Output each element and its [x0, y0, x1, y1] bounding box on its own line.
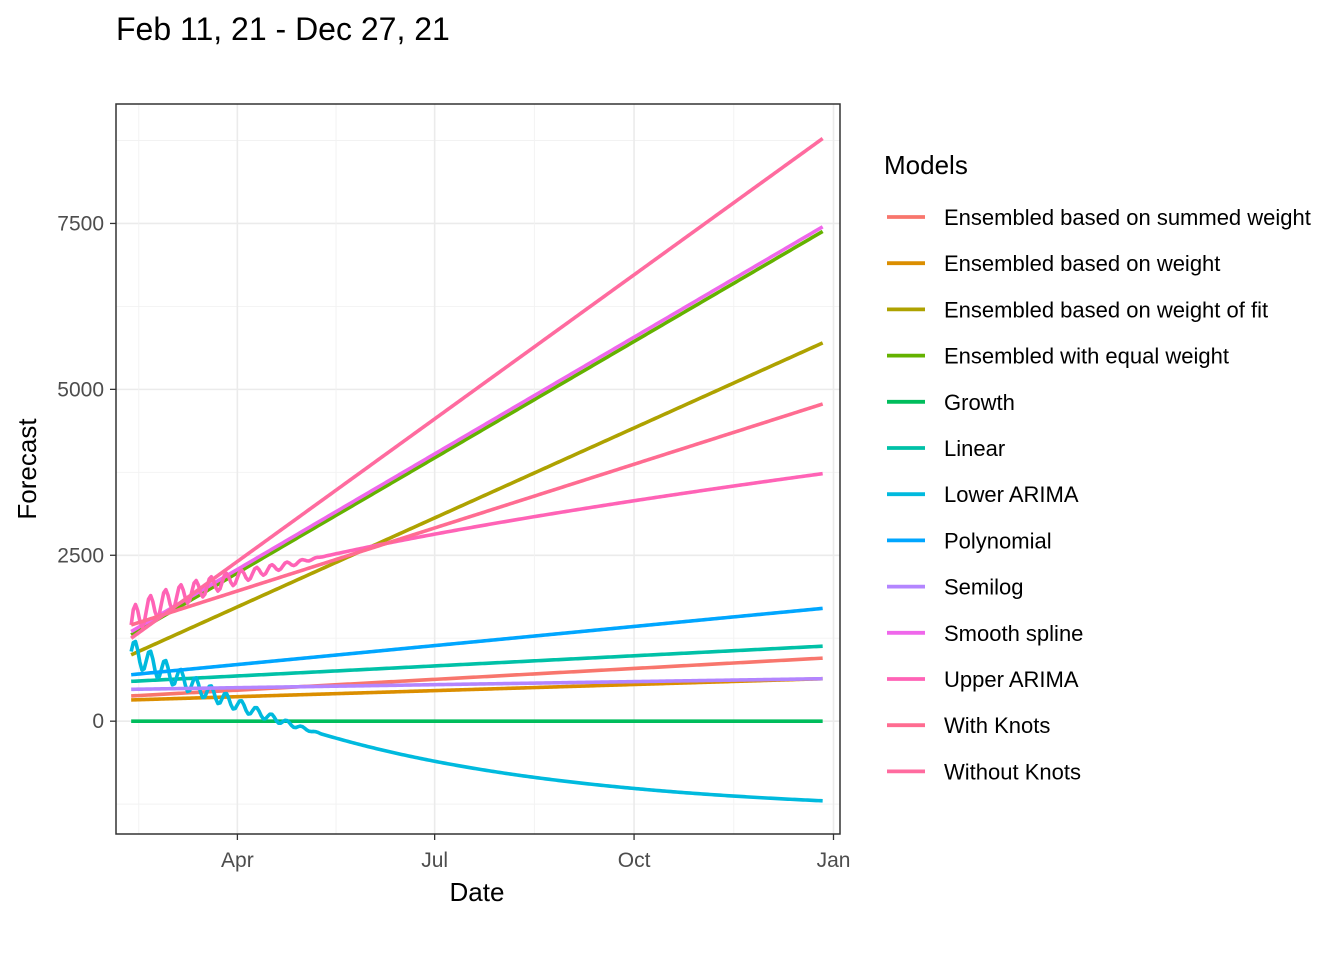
- x-axis-title: Date: [450, 877, 505, 907]
- series-line-3: [130, 229, 824, 637]
- x-tick-label: Jul: [421, 849, 448, 872]
- x-tick-label: Apr: [221, 849, 254, 872]
- legend-label: Smooth spline: [944, 621, 1083, 646]
- series-lines: [129, 137, 824, 803]
- series-line-10: [129, 471, 823, 629]
- legend: Models Ensembled based on summed weight E…: [884, 150, 1311, 784]
- legend-label: Lower ARIMA: [944, 482, 1079, 507]
- series-line-12: [130, 137, 824, 640]
- legend-label: Semilog: [944, 575, 1023, 600]
- legend-label: Without Knots: [944, 759, 1081, 784]
- series-line-5: [131, 644, 823, 684]
- series-line-9: [130, 225, 824, 634]
- plot-panel: [116, 104, 840, 834]
- legend-label: Ensembled with equal weight: [944, 344, 1229, 369]
- chart-title: Feb 11, 21 - Dec 27, 21: [116, 11, 450, 47]
- legend-label: Polynomial: [944, 528, 1052, 553]
- legend-label: Growth: [944, 390, 1015, 415]
- legend-label: Upper ARIMA: [944, 667, 1079, 692]
- x-tick-label: Jan: [817, 849, 851, 872]
- series-line-8: [131, 676, 823, 692]
- legend-label: Ensembled based on weight: [944, 251, 1220, 276]
- series-line-0: [131, 656, 823, 698]
- series-line-2: [130, 341, 824, 657]
- y-tick-label: 2500: [57, 544, 104, 567]
- plot-border: [115, 103, 841, 835]
- legend-label: Ensembled based on summed weight: [944, 205, 1311, 230]
- legend-label: Linear: [944, 436, 1005, 461]
- series-line-7: [130, 606, 823, 677]
- y-tick-label: 5000: [57, 378, 104, 401]
- y-axis-title: Forecast: [12, 418, 42, 520]
- x-tick-label: Oct: [618, 849, 651, 872]
- legend-label: Ensembled based on weight of fit: [944, 297, 1268, 322]
- y-tick-label: 7500: [57, 212, 104, 235]
- series-line-6: [129, 639, 823, 803]
- legend-label: With Knots: [944, 713, 1050, 738]
- legend-title: Models: [884, 150, 968, 180]
- series-line-11: [130, 402, 824, 627]
- y-tick-label: 0: [92, 710, 104, 733]
- x-axis: Apr Jul Oct Jan: [221, 834, 850, 872]
- y-axis: 0 2500 5000 7500: [57, 212, 116, 733]
- grid-lines: [116, 104, 840, 834]
